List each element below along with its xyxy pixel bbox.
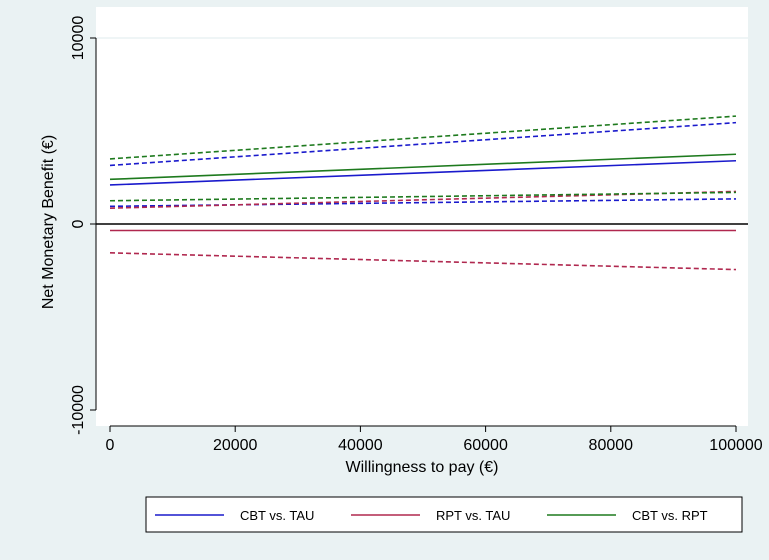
x-tick-label: 40000 (338, 437, 383, 454)
series-line-cbt-vs-tau (109, 159, 737, 186)
x-axis-label: Willingness to pay (€) (346, 459, 499, 476)
series-ci-line (109, 252, 737, 271)
series-ci-line (109, 121, 737, 167)
series-ci-line (109, 191, 737, 202)
series-ci-line (109, 115, 737, 160)
x-tick-label: 0 (106, 437, 115, 454)
x-tick-label: 100000 (709, 437, 762, 454)
legend: CBT vs. TAU RPT vs. TAU CBT vs. RPT (145, 496, 743, 533)
legend-box (145, 496, 743, 533)
y-tick-label: -10000 (70, 385, 87, 435)
x-tick-label: 80000 (589, 437, 634, 454)
series-layer (109, 115, 737, 271)
x-tick-label: 20000 (213, 437, 258, 454)
y-tick-label: 10000 (70, 16, 87, 61)
legend-label: CBT vs. RPT (632, 508, 708, 523)
plot-area (96, 7, 748, 426)
y-axis-label: Net Monetary Benefit (€) (40, 135, 57, 309)
series-line-cbt-vs-rpt (109, 153, 737, 181)
y-tick-label: 0 (70, 219, 87, 228)
legend-items: CBT vs. TAU RPT vs. TAU CBT vs. RPT (155, 508, 708, 523)
grid-layer (96, 37, 748, 225)
legend-label: CBT vs. TAU (240, 508, 314, 523)
x-tick-label: 60000 (463, 437, 508, 454)
legend-label: RPT vs. TAU (436, 508, 510, 523)
